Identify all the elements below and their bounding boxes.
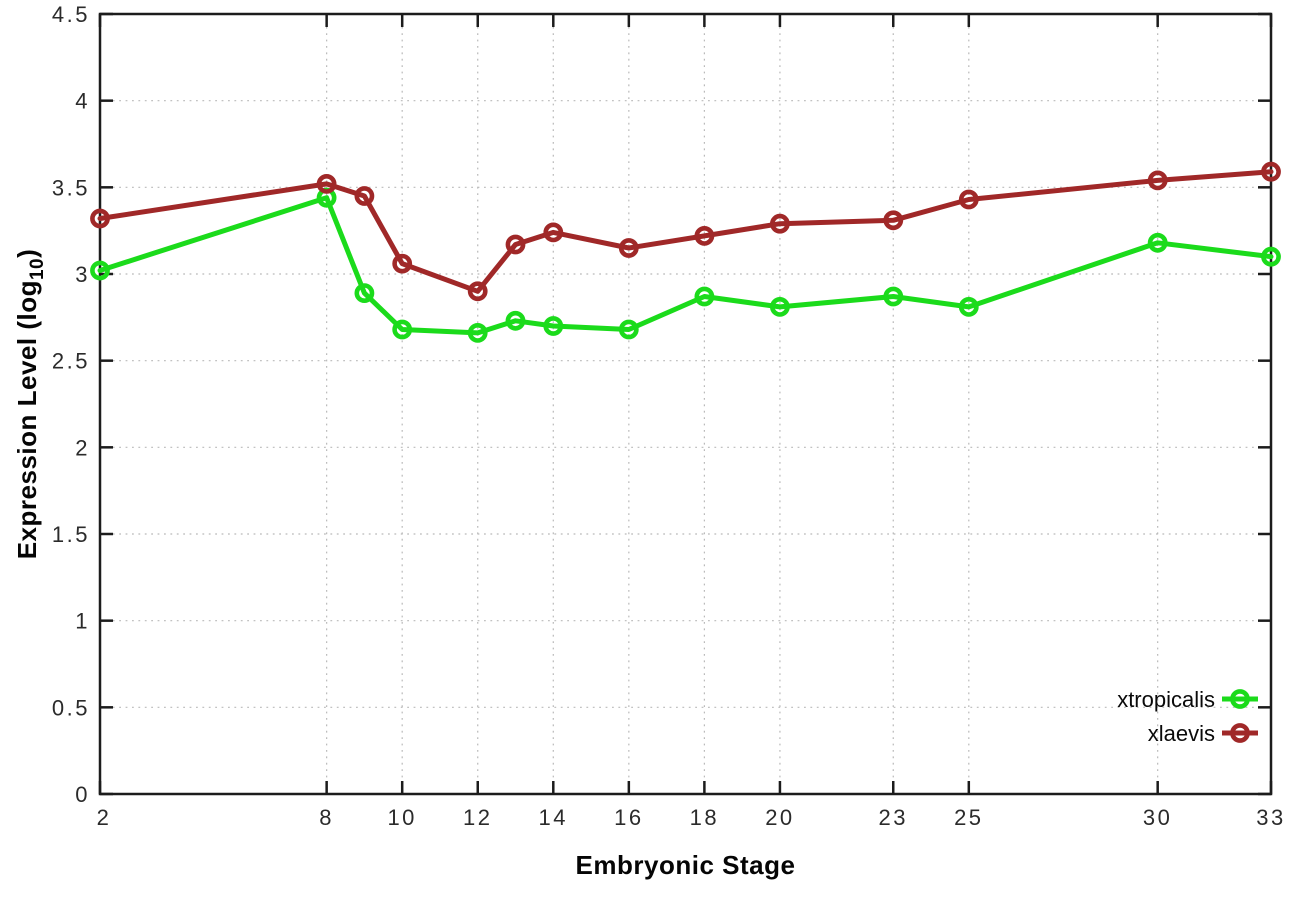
series-marker-xlaevis	[392, 253, 413, 274]
y-axis-title: Expression Level (log10)	[12, 249, 48, 560]
x-tick-label: 12	[463, 805, 492, 830]
y-tick-label: 0	[75, 782, 90, 807]
plot-border	[98, 12, 1273, 796]
series-marker-xlaevis	[90, 208, 110, 229]
y-tick-label: 4	[75, 89, 90, 114]
x-tick-label: 14	[539, 805, 568, 830]
legend-marker-xlaevis	[1230, 723, 1250, 743]
series-marker-xtropicalis	[354, 283, 375, 303]
series-marker-xtropicalis	[1261, 246, 1281, 267]
series-marker-xlaevis	[1261, 161, 1281, 182]
series-marker-xlaevis	[883, 210, 904, 231]
legend-marker-xtropicalis	[1230, 689, 1250, 709]
x-tick-label: 23	[879, 805, 908, 830]
series-line-xlaevis	[97, 169, 1274, 294]
series-marker-xlaevis	[618, 238, 639, 258]
series-marker-xtropicalis	[958, 296, 979, 317]
y-tick-label: 2	[75, 435, 90, 460]
x-tick-label: 25	[954, 805, 983, 830]
x-tick-label: 2	[97, 805, 112, 830]
y-tick-label: 3.5	[52, 175, 90, 200]
series-marker-xlaevis	[354, 186, 375, 206]
x-axis-title: Embryonic Stage	[576, 850, 796, 880]
series-marker-xtropicalis	[392, 319, 413, 340]
x-tick-label: 33	[1256, 805, 1285, 830]
series-marker-xtropicalis	[883, 286, 904, 307]
x-tick-label: 20	[765, 805, 794, 830]
series-marker-xtropicalis	[770, 296, 790, 317]
series-marker-xtropicalis	[467, 322, 488, 343]
y-tick-label: 0.5	[52, 695, 90, 720]
series-marker-xlaevis	[770, 213, 790, 234]
series-marker-xlaevis	[467, 281, 488, 302]
y-tick-label: 1	[75, 609, 90, 634]
series-marker-xtropicalis	[618, 319, 639, 340]
x-tick-label: 30	[1143, 805, 1172, 830]
series-marker-xlaevis	[543, 222, 564, 243]
y-tick-label: 2.5	[52, 349, 90, 374]
y-tick-label: 1.5	[52, 522, 90, 547]
legend-label-xlaevis: xlaevis	[1148, 721, 1215, 746]
series-line-xtropicalis	[97, 195, 1274, 336]
series-marker-xtropicalis	[505, 310, 526, 331]
series-marker-xlaevis	[958, 189, 979, 210]
series-marker-xlaevis	[316, 173, 337, 194]
series-marker-xlaevis	[505, 234, 526, 255]
legend-label-xtropicalis: xtropicalis	[1117, 687, 1215, 712]
series-marker-xtropicalis	[90, 260, 110, 281]
y-tick-label: 3	[75, 262, 90, 287]
x-tick-label: 16	[614, 805, 643, 830]
x-tick-label: 8	[319, 805, 334, 830]
series-marker-xtropicalis	[1147, 232, 1168, 253]
series-marker-xlaevis	[694, 225, 715, 246]
y-tick-label: 4.5	[52, 2, 90, 27]
series-marker-xlaevis	[1147, 170, 1168, 191]
x-tick-label: 10	[387, 805, 416, 830]
x-tick-label: 18	[690, 805, 719, 830]
series-marker-xtropicalis	[694, 286, 715, 307]
series-marker-xtropicalis	[543, 316, 564, 336]
